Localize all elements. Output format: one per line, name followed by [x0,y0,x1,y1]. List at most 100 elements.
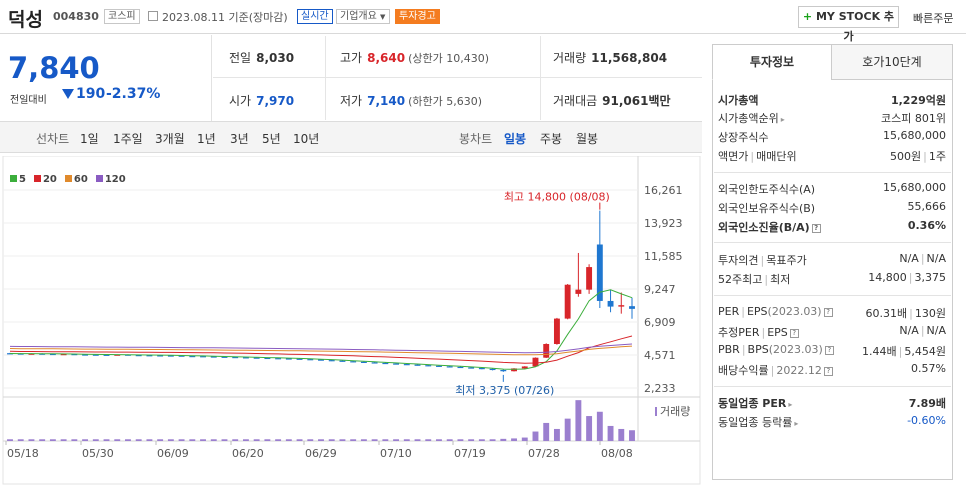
x-tick-label: 08/08 [601,447,633,460]
bps-value: 5,454원 [904,345,946,358]
candle-body [92,354,99,356]
high-label: 고가 [340,51,363,65]
help-icon[interactable]: ? [823,366,833,376]
prev-value: 8,030 [256,51,295,65]
volume-bar [629,430,635,441]
period-1d[interactable]: 1일 [80,132,99,146]
volume-bar [436,439,442,441]
mcap-rank-row: 시가총액순위 ▸ 코스피 801위 [718,110,946,128]
low-label: 저가 [340,94,363,108]
help-icon[interactable]: ? [824,345,834,355]
current-price: 7,840 [8,51,100,85]
period-1y[interactable]: 1년 [197,132,216,146]
y-tick-label: 11,585 [644,250,683,263]
stock-name: 덕성 [8,9,43,31]
candle-body [157,355,164,357]
tab-orderbook[interactable]: 호가10단계 [831,44,953,80]
date-text: 2023.08.11 기준(장마감) [162,11,288,24]
sector-per-row: 동일업종 PER ▸ 7.89배 [718,395,946,413]
period-10y[interactable]: 10년 [293,132,320,146]
volume-bar [511,438,517,441]
volume-value: 11,568,804 [591,51,668,65]
candle-body [167,355,174,357]
help-icon[interactable]: ? [789,328,799,338]
candle-body [500,369,507,372]
amount-label: 거래대금 [553,94,598,108]
help-icon[interactable]: ? [823,307,833,317]
period-5y[interactable]: 5년 [262,132,281,146]
open-price: 시가 7,970 [229,92,294,109]
candle-body [360,361,367,363]
candle-body [425,365,432,367]
dividend-value: 0.57% [911,362,946,375]
volume-bar [82,439,89,441]
prev-label: 전일 [229,51,252,65]
pbr-year: (2023.03) [768,343,823,356]
price-chart[interactable]: 16,261 13,923 11,585 9,247 6,909 4,571 2,233 거래… [0,156,702,486]
x-tick-label: 06/09 [157,447,189,460]
candle-body [103,354,110,356]
period-3y[interactable]: 3년 [230,132,249,146]
stock-code: 004830 [53,10,99,23]
volume-bar [17,439,24,441]
shares-label: 상장주식수 [718,131,769,144]
price-box: 7,840 전일대비 190 -2.37% [0,35,212,121]
legend-ma-120: 120 [95,174,126,185]
volume-bar [125,439,131,441]
help-icon[interactable]: ? [811,223,821,233]
y-tick-label: 9,247 [644,283,676,296]
volume-bar [232,439,239,441]
foreign-ratio-label: 외국인소진율(B/A) [718,221,810,234]
est-per-value: N/A [899,324,919,337]
volume-bar [39,439,46,441]
sector-per-value: 7.89배 [908,397,946,410]
company-info-dropdown[interactable]: 기업개요 ▼ [336,9,390,24]
candle-body [436,365,442,367]
x-tick-label: 07/10 [380,447,412,460]
period-weekly[interactable]: 주봉 [540,132,563,146]
volume-bar [103,439,110,441]
candle-body [414,364,421,366]
volume-bar [242,439,249,441]
y-tick-label: 4,571 [644,349,676,362]
volume-bar [49,439,56,441]
period-3m[interactable]: 3개월 [155,132,185,146]
candle-body [596,244,603,301]
w52-row: 52주최고 | 최저 14,800 | 3,375 [718,271,946,286]
legend-swatch [64,175,72,182]
quick-order-link[interactable]: 빠른주문 [913,12,954,25]
volume-bar [7,439,13,441]
candle-body [28,353,35,355]
volume-bar [318,439,324,441]
volume-bar [157,439,164,441]
candle-body [382,362,389,365]
x-tick-label: 05/18 [7,447,39,460]
period-daily[interactable]: 일봉 [504,132,527,146]
dividend-label: 배당수익률 [718,364,769,377]
quote-row-1: 전일 8,030 고가 8,640 (상한가 10,430) 거래량 11,568,80… [213,35,702,78]
volume-bar [275,439,282,441]
period-monthly[interactable]: 월봉 [576,132,599,146]
upper-limit: (상한가 10,430) [408,52,489,65]
volume-bar [28,439,35,441]
w52-low-label: 최저 [770,273,791,286]
opinion-label: 투자의견 [718,254,759,267]
realtime-button[interactable]: 실시간 [297,9,333,24]
foreign-hold-label: 외국인보유주식수(B) [718,202,816,215]
volume-bar [60,439,67,441]
add-mystock-button[interactable]: + MY STOCK 추가 [798,6,899,43]
open-label: 시가 [229,94,252,108]
volume-bar [178,439,185,441]
divider [714,242,951,243]
candle-body [371,362,378,364]
volume-label: 거래량 [553,51,587,65]
candle-body [178,355,185,357]
tab-investment-info[interactable]: 투자정보 [712,44,832,80]
period-1w[interactable]: 1주일 [113,132,143,146]
candle-body [564,284,571,319]
candle-body [275,358,282,360]
foreign-hold-value: 55,666 [907,200,947,213]
est-per-row: 추정PER | EPS? N/A | N/A [718,324,946,339]
line-chart-label: 선차트 [36,132,70,146]
candle-body [511,368,517,372]
